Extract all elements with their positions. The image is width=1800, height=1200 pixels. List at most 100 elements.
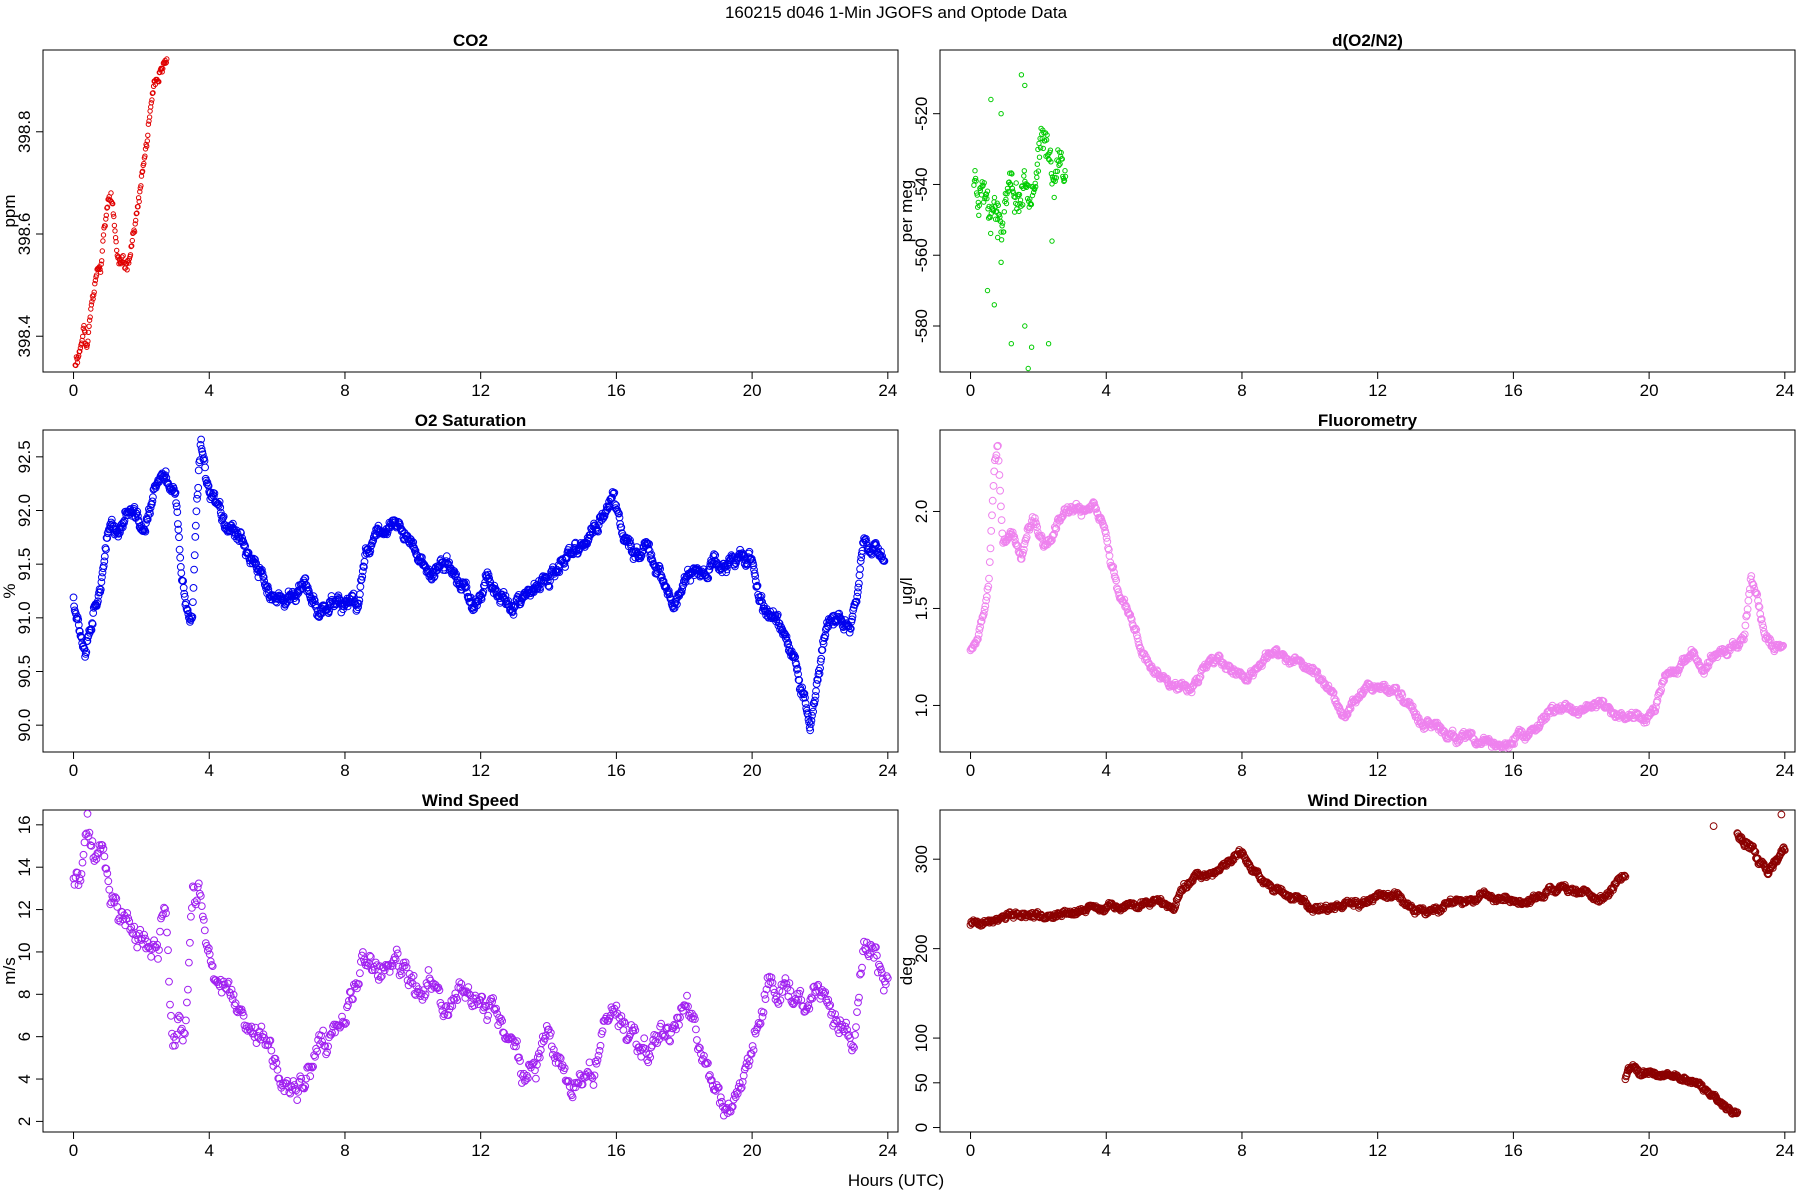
data-point bbox=[760, 990, 769, 999]
data-point bbox=[825, 1002, 834, 1010]
data-point bbox=[392, 945, 401, 954]
data-point bbox=[140, 930, 149, 939]
data-point bbox=[529, 1059, 537, 1068]
data-point bbox=[360, 563, 368, 571]
plot-frame bbox=[42, 49, 899, 373]
data-point bbox=[670, 604, 679, 612]
data-point bbox=[691, 1015, 699, 1023]
data-point bbox=[1017, 201, 1023, 207]
data-point bbox=[1016, 191, 1023, 198]
data-point bbox=[1741, 621, 1750, 630]
data-point bbox=[74, 359, 81, 366]
data-point bbox=[1032, 180, 1038, 187]
data-point bbox=[1047, 147, 1054, 153]
data-point bbox=[305, 587, 313, 595]
data-point bbox=[400, 961, 409, 970]
data-point bbox=[753, 581, 762, 590]
data-point bbox=[462, 578, 470, 587]
data-point bbox=[114, 252, 121, 259]
data-point bbox=[99, 258, 105, 264]
data-point bbox=[1019, 545, 1028, 554]
data-point bbox=[357, 575, 366, 584]
data-point bbox=[1009, 532, 1018, 540]
data-point bbox=[175, 1011, 183, 1020]
data-point bbox=[532, 1074, 540, 1083]
data-point bbox=[98, 261, 104, 267]
data-point bbox=[92, 277, 99, 284]
data-point bbox=[1694, 657, 1702, 665]
data-point bbox=[297, 1074, 306, 1083]
x-tick-label: 20 bbox=[743, 761, 762, 780]
data-point bbox=[133, 943, 142, 952]
data-point bbox=[488, 997, 497, 1006]
data-point bbox=[1001, 229, 1007, 235]
data-point bbox=[748, 1042, 757, 1050]
data-point bbox=[1121, 601, 1130, 610]
data-point bbox=[302, 1074, 311, 1083]
data-point bbox=[141, 160, 147, 167]
data-point bbox=[995, 471, 1004, 479]
data-point bbox=[667, 1028, 675, 1037]
data-point bbox=[816, 994, 825, 1003]
data-point bbox=[878, 552, 886, 561]
data-point bbox=[1029, 192, 1036, 199]
data-point bbox=[764, 980, 773, 989]
data-point bbox=[1040, 145, 1047, 152]
data-point bbox=[1327, 687, 1336, 696]
x-tick-label: 16 bbox=[1504, 381, 1523, 400]
x-tick-label: 8 bbox=[340, 761, 349, 780]
data-point bbox=[985, 558, 994, 566]
data-point bbox=[1620, 871, 1629, 880]
data-point bbox=[1091, 504, 1100, 513]
data-point bbox=[982, 593, 991, 601]
y-axis-label: % bbox=[0, 583, 19, 598]
data-point bbox=[123, 909, 132, 917]
data-point bbox=[1113, 584, 1121, 593]
data-point bbox=[592, 1059, 601, 1068]
data-point bbox=[173, 1030, 181, 1039]
data-point bbox=[855, 579, 863, 588]
data-point bbox=[842, 1018, 850, 1027]
data-point bbox=[817, 654, 826, 663]
x-tick-label: 4 bbox=[1102, 381, 1111, 400]
data-point bbox=[1059, 156, 1066, 162]
y-tick-label: 8 bbox=[15, 990, 34, 999]
data-point bbox=[239, 1011, 248, 1020]
data-point bbox=[88, 837, 97, 846]
data-point bbox=[1001, 209, 1007, 215]
data-point bbox=[275, 1074, 284, 1083]
data-point bbox=[703, 1058, 711, 1067]
data-point bbox=[359, 562, 368, 571]
data-point bbox=[234, 1005, 243, 1014]
data-point bbox=[1021, 168, 1028, 174]
data-point bbox=[128, 243, 134, 250]
data-point bbox=[835, 1029, 843, 1038]
data-point bbox=[985, 574, 993, 583]
data-point bbox=[216, 503, 225, 512]
data-point bbox=[92, 855, 101, 863]
data-point bbox=[144, 511, 153, 520]
data-point bbox=[77, 348, 83, 354]
data-point bbox=[831, 1010, 839, 1018]
data-point bbox=[826, 1001, 835, 1009]
data-point bbox=[1733, 1108, 1742, 1117]
data-point bbox=[81, 322, 87, 329]
x-tick-label: 0 bbox=[69, 761, 78, 780]
data-point bbox=[133, 507, 142, 516]
y-axis-label: per meg bbox=[897, 180, 916, 242]
data-point bbox=[987, 527, 996, 535]
y-tick-label: 2 bbox=[15, 1117, 34, 1126]
data-point bbox=[251, 1023, 260, 1032]
panel-title: Wind Direction bbox=[1308, 791, 1428, 810]
x-tick-label: 0 bbox=[69, 1141, 78, 1160]
data-point bbox=[744, 1061, 753, 1070]
data-point bbox=[200, 926, 209, 935]
data-point bbox=[796, 986, 805, 995]
data-point bbox=[401, 958, 410, 967]
data-point bbox=[283, 1076, 292, 1085]
data-point bbox=[199, 916, 208, 924]
data-point bbox=[1657, 686, 1665, 694]
data-point bbox=[1174, 893, 1182, 902]
data-point bbox=[982, 596, 990, 605]
data-point bbox=[851, 1031, 859, 1039]
